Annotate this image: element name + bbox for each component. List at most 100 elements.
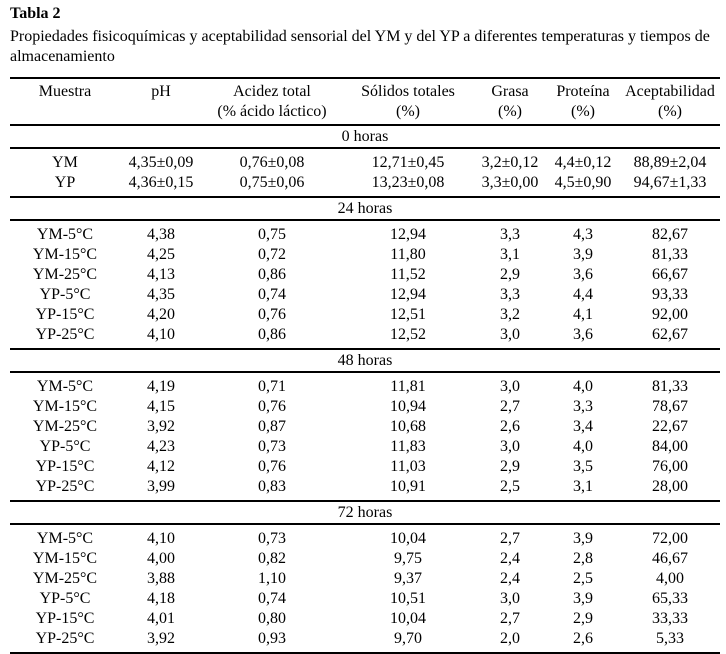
value-cell: 0,83 xyxy=(202,477,342,502)
value-cell: 2,7 xyxy=(500,530,520,547)
value-cell: 3,88 xyxy=(147,570,175,587)
data-table: Muestra pH Acidez total Sólidos totales … xyxy=(10,77,720,654)
value-cell: 3,9 xyxy=(573,246,593,263)
header-proteina: Proteína xyxy=(556,83,610,100)
value-cell: 11,80 xyxy=(390,246,426,263)
value-cell: 3,99 xyxy=(120,477,202,502)
value-cell: 2,9 xyxy=(500,266,520,283)
value-cell: 11,83 xyxy=(390,438,426,455)
value-cell: 22,67 xyxy=(652,418,688,435)
value-cell: 2,9 xyxy=(500,458,520,475)
sample-name-cell: YM-5°C xyxy=(36,226,94,243)
value-cell: 4,25 xyxy=(147,246,175,263)
section-header-row: 48 horas xyxy=(10,349,720,373)
value-cell: 2,0 xyxy=(474,629,546,654)
document-page: Tabla 2 Propiedades fisicoquímicas y ace… xyxy=(10,5,720,654)
value-cell: 13,23±0,08 xyxy=(342,173,474,198)
header-ph: pH xyxy=(151,83,171,100)
value-cell: 88,89±2,04 xyxy=(633,154,707,171)
table-row: YP-5°C 4,23 0,73 11,83 3,0 4,0 84,00 xyxy=(10,437,720,457)
value-cell: 10,91 xyxy=(342,477,474,502)
value-cell: 84,00 xyxy=(652,438,688,455)
value-cell: 4,19 xyxy=(147,378,175,395)
table-row: YM-5°C 4,10 0,73 10,04 2,7 3,9 72,00 xyxy=(10,524,720,549)
value-cell: 3,0 xyxy=(500,438,520,455)
value-cell: 0,86 xyxy=(258,266,286,283)
value-cell: 10,51 xyxy=(390,590,426,607)
table-caption-text: Propiedades fisicoquímicas y aceptabilid… xyxy=(10,28,710,65)
value-cell: 4,36±0,15 xyxy=(120,173,202,198)
value-cell: 2,4 xyxy=(500,570,520,587)
value-cell: 72,00 xyxy=(652,530,688,547)
value-cell: 4,10 xyxy=(120,325,202,350)
value-cell: 4,12 xyxy=(147,458,175,475)
table-row: YP-5°C 4,18 0,74 10,51 3,0 3,9 65,33 xyxy=(10,589,720,609)
table-row: YP 4,36±0,15 0,75±0,06 13,23±0,08 3,3±0,00 4,… xyxy=(10,173,720,198)
sample-name-cell: YP-25°C xyxy=(10,477,120,502)
value-cell: 46,67 xyxy=(652,550,688,567)
value-cell: 0,73 xyxy=(258,438,286,455)
value-cell: 11,03 xyxy=(390,458,426,475)
value-cell: 4,00 xyxy=(147,550,175,567)
value-cell: 3,6 xyxy=(546,325,620,350)
table-row: YP-15°C 4,12 0,76 11,03 2,9 3,5 76,00 xyxy=(10,457,720,477)
table-row: YM-25°C 4,13 0,86 11,52 2,9 3,6 66,67 xyxy=(10,265,720,285)
header-solidos: Sólidos totales xyxy=(361,83,455,100)
value-cell: 4,01 xyxy=(147,610,175,627)
value-cell: 4,5±0,90 xyxy=(546,173,620,198)
value-cell: 4,00 xyxy=(656,570,684,587)
header-muestra-unit xyxy=(10,102,120,125)
value-cell: 10,68 xyxy=(390,418,426,435)
value-cell: 9,70 xyxy=(342,629,474,654)
value-cell: 4,38 xyxy=(147,226,175,243)
value-cell: 62,67 xyxy=(620,325,720,350)
value-cell: 4,18 xyxy=(147,590,175,607)
value-cell: 10,04 xyxy=(390,610,426,627)
table-row: YP-25°C 4,10 0,86 12,52 3,0 3,6 62,67 xyxy=(10,325,720,350)
value-cell: 94,67±1,33 xyxy=(620,173,720,198)
value-cell: 9,75 xyxy=(394,550,422,567)
value-cell: 3,5 xyxy=(573,458,593,475)
value-cell: 1,10 xyxy=(258,570,286,587)
sample-name-cell: YP-5°C xyxy=(39,286,91,303)
header-acidez-unit: (% ácido láctico) xyxy=(217,103,327,120)
value-cell: 3,92 xyxy=(147,418,175,435)
table-row: YM-25°C 3,88 1,10 9,37 2,4 2,5 4,00 xyxy=(10,569,720,589)
value-cell: 3,6 xyxy=(573,266,593,283)
sample-name-cell: YM-5°C xyxy=(36,530,94,547)
value-cell: 12,51 xyxy=(390,306,426,323)
header-aceptabilidad: Aceptabilidad xyxy=(625,83,715,100)
value-cell: 82,67 xyxy=(652,226,688,243)
section-label: 24 horas xyxy=(10,197,720,221)
header-solidos-unit: (%) xyxy=(396,103,420,120)
value-cell: 9,37 xyxy=(394,570,422,587)
header-row-2: (% ácido láctico) (%) (%) (%) (%) xyxy=(10,102,720,125)
header-row-1: Muestra pH Acidez total Sólidos totales … xyxy=(10,78,720,102)
table-row: YM-5°C 4,38 0,75 12,94 3,3 4,3 82,67 xyxy=(10,220,720,245)
value-cell: 2,7 xyxy=(500,610,520,627)
sample-name-cell: YM-15°C xyxy=(32,398,98,415)
value-cell: 3,3 xyxy=(500,226,520,243)
table-row: YM-15°C 4,00 0,82 9,75 2,4 2,8 46,67 xyxy=(10,549,720,569)
value-cell: 93,33 xyxy=(652,286,688,303)
table-row: YP-5°C 4,35 0,74 12,94 3,3 4,4 93,33 xyxy=(10,285,720,305)
value-cell: 0,76 xyxy=(258,398,286,415)
table-row: YP-15°C 4,01 0,80 10,04 2,7 2,9 33,33 xyxy=(10,609,720,629)
value-cell: 76,00 xyxy=(652,458,688,475)
value-cell: 4,3 xyxy=(573,226,593,243)
value-cell: 81,33 xyxy=(652,378,688,395)
value-cell: 33,33 xyxy=(652,610,688,627)
sample-name-cell: YP-25°C xyxy=(10,629,120,654)
sample-name-cell: YM-25°C xyxy=(32,570,98,587)
header-proteina-unit: (%) xyxy=(571,103,595,120)
section-header-row: 24 horas xyxy=(10,197,720,221)
value-cell: 2,5 xyxy=(573,570,593,587)
value-cell: 3,0 xyxy=(500,378,520,395)
value-cell: 0,73 xyxy=(258,530,286,547)
value-cell: 3,4 xyxy=(573,418,593,435)
value-cell: 3,3±0,00 xyxy=(474,173,546,198)
value-cell: 3,9 xyxy=(573,590,593,607)
value-cell: 3,9 xyxy=(573,530,593,547)
value-cell: 0,76 xyxy=(258,306,286,323)
value-cell: 3,2±0,12 xyxy=(481,154,539,171)
